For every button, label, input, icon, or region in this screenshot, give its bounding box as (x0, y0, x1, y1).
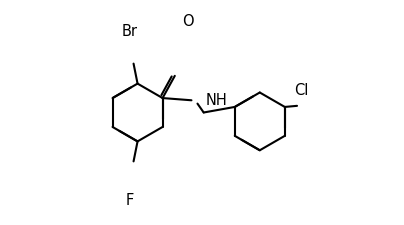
Text: F: F (126, 193, 134, 208)
Text: O: O (182, 14, 194, 29)
Text: Br: Br (122, 24, 138, 39)
Text: NH: NH (206, 93, 227, 108)
Text: Cl: Cl (294, 83, 308, 98)
